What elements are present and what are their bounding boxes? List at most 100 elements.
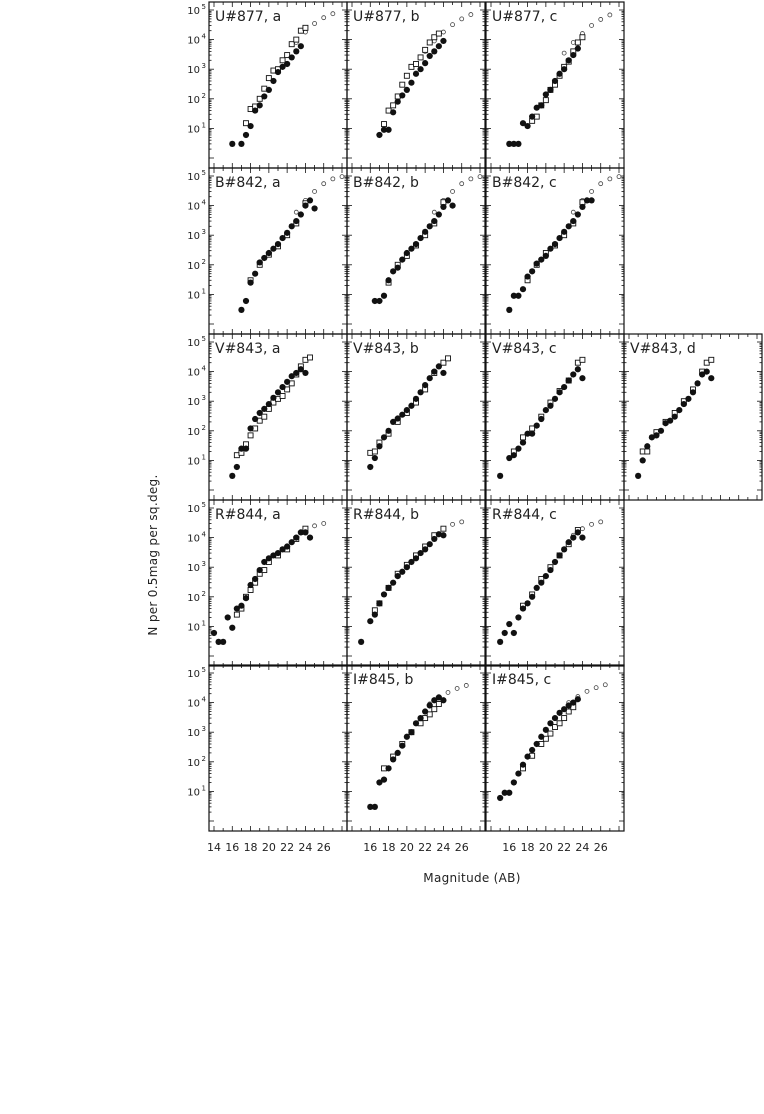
- model-point: [589, 521, 594, 527]
- filled-point: [367, 803, 374, 810]
- x-tick-label: 16: [363, 841, 377, 854]
- panel-label: R#844, a: [215, 507, 281, 523]
- open-square-point: [426, 711, 433, 718]
- filled-point: [431, 217, 438, 225]
- filled-point: [371, 297, 378, 305]
- panel: V#843, b: [346, 333, 486, 501]
- x-tick-label: 26: [455, 841, 469, 854]
- filled-point: [510, 629, 517, 637]
- filled-point: [380, 292, 388, 299]
- model-point: [312, 189, 317, 194]
- filled-point: [238, 445, 245, 452]
- filled-point: [252, 575, 259, 583]
- filled-point: [556, 389, 563, 396]
- open-square-point: [561, 715, 568, 722]
- model-point: [459, 181, 465, 187]
- open-square-point: [284, 52, 291, 59]
- x-tick-labels: 14 16 18 20 22 24 26 16 18 20 22 24 26 16 18 20 22 24 26: [207, 841, 608, 854]
- filled-point: [284, 378, 291, 385]
- panel: I#845, b: [346, 664, 486, 832]
- filled-point: [519, 605, 527, 612]
- filled-point: [435, 694, 442, 701]
- open-square-point: [520, 434, 526, 441]
- y-tick-label: 4: [202, 365, 207, 373]
- open-square-point: [435, 701, 442, 707]
- filled-point: [547, 566, 554, 574]
- filled-point: [639, 457, 646, 464]
- filled-point: [376, 297, 383, 305]
- filled-point: [270, 77, 277, 85]
- filled-point: [279, 63, 286, 70]
- filled-point: [261, 254, 268, 262]
- filled-point: [440, 203, 447, 211]
- y-tick-label: 10: [187, 699, 200, 710]
- model-point: [463, 683, 469, 688]
- filled-point: [662, 420, 669, 427]
- open-square-point: [261, 413, 268, 420]
- filled-point: [440, 697, 447, 704]
- filled-point: [579, 375, 586, 382]
- filled-point: [676, 407, 683, 414]
- filled-point: [588, 197, 595, 204]
- y-tick-label: 10: [187, 397, 200, 408]
- filled-point: [302, 529, 309, 536]
- open-square-point: [288, 41, 295, 48]
- filled-point: [506, 140, 513, 147]
- filled-point: [256, 409, 263, 417]
- filled-point: [390, 109, 397, 116]
- filled-point: [288, 223, 295, 230]
- y-tick-label: 5: [202, 335, 206, 343]
- model-point: [598, 519, 604, 525]
- filled-point: [529, 268, 536, 275]
- filled-point: [533, 260, 540, 267]
- filled-point: [551, 395, 559, 402]
- model-point: [570, 209, 576, 215]
- panel-label: V#843, a: [215, 341, 281, 357]
- filled-point: [293, 217, 300, 225]
- filled-point: [547, 86, 554, 93]
- filled-point: [306, 197, 314, 204]
- filled-point: [538, 733, 545, 740]
- open-square-point: [445, 355, 451, 362]
- open-square-point: [381, 121, 387, 128]
- panel: I#845, c: [485, 664, 625, 832]
- panel-frame: [485, 499, 625, 667]
- filled-point: [399, 742, 406, 749]
- filled-point: [529, 746, 536, 754]
- model-point: [468, 176, 474, 182]
- open-square-point: [417, 54, 424, 61]
- filled-point: [394, 415, 401, 422]
- open-square-point: [399, 81, 406, 88]
- filled-point: [242, 131, 250, 139]
- panel-label: V#843, b: [353, 341, 419, 357]
- y-tick-label: 10: [187, 787, 200, 798]
- open-square-point: [279, 393, 286, 399]
- x-tick-label: 18: [244, 841, 258, 854]
- filled-point: [542, 252, 549, 259]
- filled-point: [556, 70, 563, 77]
- filled-point: [376, 779, 383, 786]
- filled-point: [538, 579, 545, 586]
- open-square-point: [431, 706, 438, 713]
- filled-point: [547, 245, 554, 252]
- filled-point: [417, 234, 424, 242]
- filled-point: [694, 380, 701, 387]
- filled-point: [417, 66, 424, 73]
- filled-point: [417, 389, 424, 396]
- filled-point: [229, 472, 236, 479]
- model-point: [589, 23, 594, 28]
- panel-label: I#845, c: [492, 672, 551, 688]
- filled-point: [242, 595, 250, 602]
- open-square-point: [579, 356, 586, 363]
- filled-point: [570, 51, 577, 59]
- filled-point: [689, 389, 697, 396]
- filled-point: [561, 546, 568, 553]
- y-tick-label: 10: [187, 124, 200, 135]
- filled-point: [538, 102, 545, 109]
- filled-point: [284, 60, 291, 68]
- filled-point: [440, 37, 447, 45]
- open-square-point: [243, 120, 249, 127]
- filled-point: [506, 306, 513, 313]
